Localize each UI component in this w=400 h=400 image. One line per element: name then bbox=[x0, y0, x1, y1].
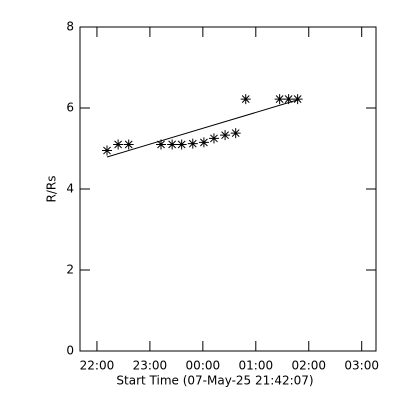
data-point bbox=[167, 139, 178, 150]
data-point bbox=[274, 94, 285, 105]
y-tick-label: 6 bbox=[66, 101, 74, 115]
x-tick-label: 02:00 bbox=[291, 359, 326, 373]
data-point bbox=[187, 138, 198, 149]
data-point bbox=[292, 94, 303, 105]
data-point bbox=[240, 94, 251, 105]
x-tick-label: 22:00 bbox=[80, 359, 115, 373]
y-tick-label: 8 bbox=[66, 20, 74, 34]
y-tick-label: 4 bbox=[66, 182, 74, 196]
plot-frame bbox=[79, 26, 377, 352]
data-point bbox=[230, 128, 241, 139]
data-point bbox=[220, 130, 231, 141]
data-point bbox=[198, 137, 209, 148]
data-point bbox=[156, 139, 167, 150]
y-tick-label: 0 bbox=[66, 344, 74, 358]
data-point bbox=[123, 139, 134, 150]
x-axis-label: Start Time (07-May-25 21:42:07) bbox=[116, 374, 313, 388]
data-point bbox=[208, 133, 219, 144]
data-point bbox=[283, 94, 294, 105]
data-point bbox=[176, 139, 187, 150]
y-tick-label: 2 bbox=[66, 263, 74, 277]
x-tick-label: 01:00 bbox=[239, 359, 274, 373]
x-tick-label: 00:00 bbox=[186, 359, 221, 373]
x-tick-label: 03:00 bbox=[344, 359, 379, 373]
y-axis-label: R/Rs bbox=[45, 176, 59, 203]
data-point bbox=[102, 145, 113, 156]
data-point bbox=[113, 139, 124, 150]
x-tick-label: 23:00 bbox=[133, 359, 168, 373]
fit-line bbox=[106, 99, 298, 158]
